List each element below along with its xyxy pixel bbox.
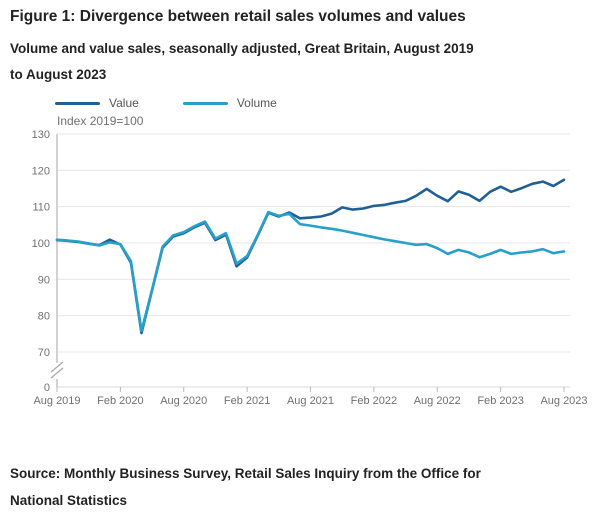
chart-subtitle-line1: Volume and value sales, seasonally adjus… xyxy=(10,41,474,56)
y-axis-tick-label: 70 xyxy=(38,347,50,359)
legend-item-volume: Volume xyxy=(182,96,277,110)
y-axis-tick-label: 130 xyxy=(32,129,50,141)
x-axis-tick-label: Feb 2021 xyxy=(224,395,270,407)
line-chart: 130 120 110 100 90 80 70 0 Aug 2019 Feb 2020 Aug 2… xyxy=(32,129,588,407)
legend-item-value: Value xyxy=(55,96,139,110)
chart-subtitle-line2: to August 2023 xyxy=(10,67,107,82)
source-note: Source: Monthly Business Survey, Retail … xyxy=(10,460,585,514)
source-note-line2: National Statistics xyxy=(10,493,128,508)
y-axis-unit-label: Index 2019=100 xyxy=(57,114,144,128)
axis-break-icon xyxy=(50,367,64,379)
y-axis-tick-label: 90 xyxy=(38,274,50,286)
x-axis-tick-label: Feb 2022 xyxy=(351,395,397,407)
axis-break-icon xyxy=(50,361,64,373)
x-axis-tick-label: Feb 2020 xyxy=(97,395,143,407)
source-note-line1: Source: Monthly Business Survey, Retail … xyxy=(10,466,481,481)
x-axis-tick-label: Aug 2019 xyxy=(33,395,80,407)
x-axis-tick-label: Aug 2020 xyxy=(160,395,207,407)
x-axis-tick-label: Feb 2023 xyxy=(477,395,523,407)
chart-subtitle: Volume and value sales, seasonally adjus… xyxy=(10,36,570,88)
x-axis-tick-label: Aug 2021 xyxy=(287,395,334,407)
volume-line-swatch-icon xyxy=(182,101,228,105)
y-axis-tick-label: 110 xyxy=(32,202,50,214)
series-line-volume xyxy=(55,210,566,333)
y-axis-zero-label: 0 xyxy=(44,382,50,394)
y-axis-tick-label: 100 xyxy=(32,238,50,250)
legend-label-value: Value xyxy=(109,96,139,110)
y-axis-tick-label: 120 xyxy=(32,165,50,177)
y-axis-tick-label: 80 xyxy=(38,311,50,323)
x-axis-tick-label: Aug 2022 xyxy=(414,395,461,407)
value-line-swatch-icon xyxy=(55,101,100,105)
legend-label-volume: Volume xyxy=(236,96,277,110)
chart-legend: Value Volume xyxy=(55,96,277,110)
x-axis-tick-label: Aug 2023 xyxy=(540,395,587,407)
series-line-value xyxy=(55,178,566,335)
axis-break-mask xyxy=(50,363,64,379)
page-title: Figure 1: Divergence between retail sale… xyxy=(10,8,466,25)
